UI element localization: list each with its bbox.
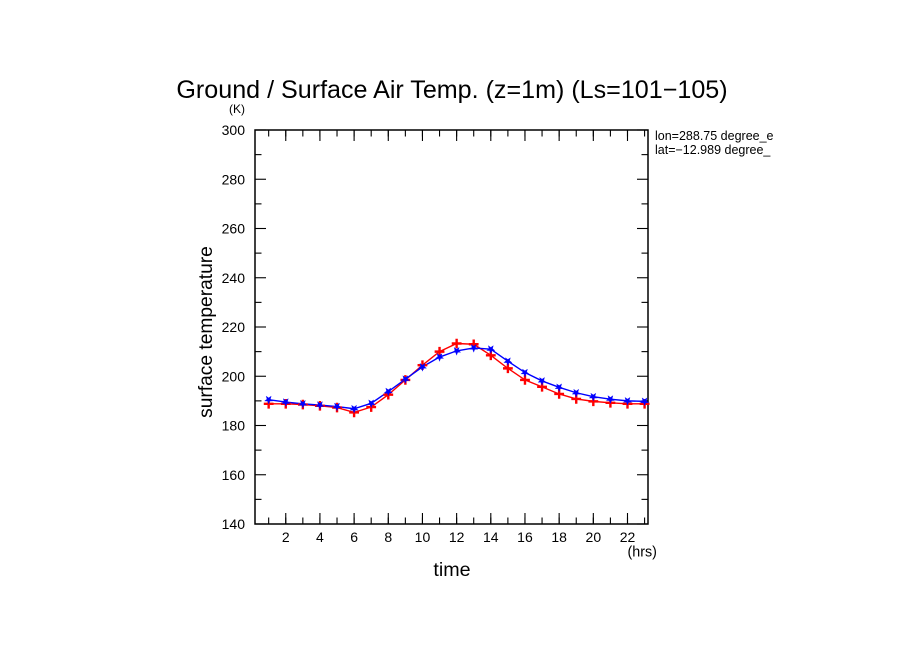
svg-text:200: 200 <box>222 368 246 384</box>
svg-text:160: 160 <box>222 467 246 483</box>
svg-text:lat=−12.989 degree_: lat=−12.989 degree_ <box>655 143 771 157</box>
svg-text:(hrs): (hrs) <box>628 545 657 561</box>
svg-text:18: 18 <box>551 529 567 545</box>
svg-text:20: 20 <box>586 529 602 545</box>
svg-text:Ground / Surface Air Temp. (z=: Ground / Surface Air Temp. (z=1m) (Ls=10… <box>176 76 727 104</box>
svg-text:280: 280 <box>222 171 246 187</box>
svg-text:10: 10 <box>415 529 431 545</box>
svg-text:2: 2 <box>282 529 290 545</box>
svg-text:(K): (K) <box>229 102 245 116</box>
svg-text:8: 8 <box>384 529 392 545</box>
svg-text:240: 240 <box>222 270 246 286</box>
svg-text:lon=288.75 degree_e: lon=288.75 degree_e <box>655 129 774 143</box>
svg-text:180: 180 <box>222 418 246 434</box>
svg-text:6: 6 <box>350 529 358 545</box>
svg-text:22: 22 <box>620 529 636 545</box>
svg-text:time: time <box>433 559 470 581</box>
svg-text:12: 12 <box>449 529 465 545</box>
svg-text:300: 300 <box>222 122 246 138</box>
svg-text:140: 140 <box>222 516 246 532</box>
svg-text:surface temperature: surface temperature <box>196 246 217 418</box>
svg-text:260: 260 <box>222 221 246 237</box>
svg-text:14: 14 <box>483 529 499 545</box>
svg-text:16: 16 <box>517 529 533 545</box>
svg-text:220: 220 <box>222 319 246 335</box>
svg-text:4: 4 <box>316 529 324 545</box>
